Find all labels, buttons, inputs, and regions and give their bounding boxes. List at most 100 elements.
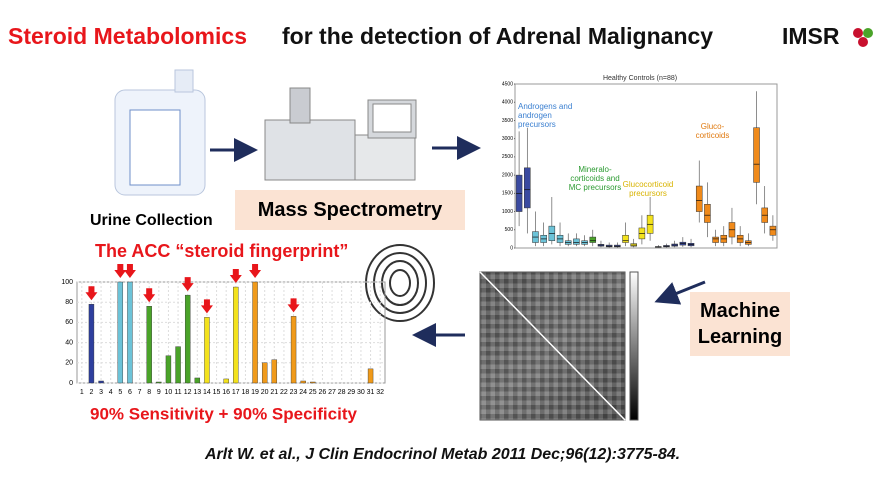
x-tick-label: 8 (147, 389, 151, 396)
arrow (654, 280, 706, 305)
bar (271, 359, 278, 384)
x-tick-label: 17 (232, 389, 240, 396)
bar (223, 378, 229, 384)
bar (146, 306, 152, 384)
bar (88, 304, 95, 384)
y-tick-label: 3000 (502, 136, 513, 142)
highlight-arrow (181, 277, 194, 292)
mass-spectrometer (264, 87, 417, 181)
citation: Arlt W. et al., J Clin Endocrinol Metab … (204, 446, 680, 463)
x-tick-label: 19 (251, 389, 259, 396)
y-tick-label: 20 (65, 360, 73, 367)
urine-label: Urine Collection (90, 212, 213, 229)
annotation: Androgens and androgen precursors (518, 102, 573, 129)
bar (194, 377, 201, 384)
bar (252, 281, 258, 384)
bar (261, 362, 268, 384)
box (769, 225, 777, 236)
x-tick-label: 22 (280, 389, 288, 396)
logo-icon (853, 28, 873, 47)
fingerprint (365, 244, 435, 322)
y-tick-label: 80 (65, 299, 73, 306)
y-tick-label: 2500 (502, 154, 513, 160)
box (573, 238, 580, 245)
y-tick-label: 60 (65, 319, 73, 326)
x-tick-label: 30 (357, 389, 365, 396)
bar (233, 286, 239, 384)
x-tick-label: 5 (118, 389, 122, 396)
highlight-arrow (85, 286, 98, 301)
highlight-arrow (143, 288, 156, 303)
bar (98, 380, 104, 384)
x-tick-label: 20 (261, 389, 269, 396)
box (622, 234, 629, 243)
x-tick-label: 6 (128, 389, 132, 396)
annotation: Mineralo-corticoids and MC precursors (568, 165, 622, 192)
highlight-arrow (287, 298, 300, 313)
urine-jug (114, 69, 206, 196)
x-tick-label: 21 (270, 389, 278, 396)
box (712, 236, 719, 243)
y-tick-label: 500 (505, 227, 514, 233)
box (695, 185, 703, 212)
logo-text: IMSR (782, 23, 840, 49)
boxplot-frame (514, 83, 778, 249)
heatmap (479, 271, 639, 421)
bar (117, 281, 124, 384)
bar (290, 316, 297, 384)
highlight-arrow (249, 264, 262, 278)
x-tick-label: 9 (157, 389, 161, 396)
y-tick-label: 0 (510, 245, 513, 251)
bar (156, 381, 162, 384)
x-tick-label: 3 (99, 389, 103, 396)
x-tick-label: 28 (338, 389, 346, 396)
x-tick-label: 12 (184, 389, 192, 396)
box (524, 167, 531, 209)
fingerprint-title: The ACC “steroid fingerprint” (95, 241, 348, 261)
y-tick-label: 4000 (502, 100, 513, 106)
x-tick-label: 23 (290, 389, 298, 396)
x-tick-label: 7 (138, 389, 142, 396)
bar (175, 346, 181, 384)
bar (204, 317, 210, 384)
y-tick-label: 1000 (502, 209, 513, 215)
x-tick-label: 27 (328, 389, 336, 396)
bar (184, 294, 191, 384)
y-tick-label: 3500 (502, 118, 513, 124)
y-tick-label: 2000 (502, 172, 513, 178)
x-tick-label: 15 (213, 389, 221, 396)
result: 90% Sensitivity + 90% Specificity (90, 404, 357, 423)
box (589, 236, 597, 243)
annotation: Glucocorticoid precursors (622, 180, 674, 198)
x-tick-label: 10 (165, 389, 173, 396)
highlight-arrow (123, 264, 136, 278)
x-tick-label: 11 (174, 389, 181, 396)
ml-label: Machine Learning (690, 292, 790, 356)
box (753, 127, 760, 183)
y-tick-label: 0 (69, 380, 73, 387)
highlight-arrow (229, 269, 242, 284)
x-tick-label: 25 (309, 389, 317, 396)
x-tick-label: 1 (80, 389, 84, 396)
y-tick-label: 40 (65, 339, 73, 346)
x-tick-label: 24 (299, 389, 307, 396)
x-tick-label: 13 (193, 389, 201, 396)
x-tick-label: 32 (376, 389, 384, 396)
x-tick-label: 2 (89, 389, 93, 396)
bar (127, 281, 133, 384)
x-tick-label: 14 (203, 389, 211, 396)
x-tick-label: 16 (222, 389, 230, 396)
bar (310, 381, 316, 384)
ms-label: Mass Spectrometry (235, 190, 465, 230)
bar (165, 355, 172, 384)
x-tick-label: 31 (367, 389, 375, 396)
bar (300, 380, 306, 384)
highlight-arrow (114, 264, 127, 278)
y-tick-label: 4500 (502, 81, 513, 87)
x-tick-label: 4 (109, 389, 113, 396)
plot-frame (76, 281, 386, 384)
x-tick-label: 26 (319, 389, 327, 396)
x-tick-label: 29 (347, 389, 355, 396)
